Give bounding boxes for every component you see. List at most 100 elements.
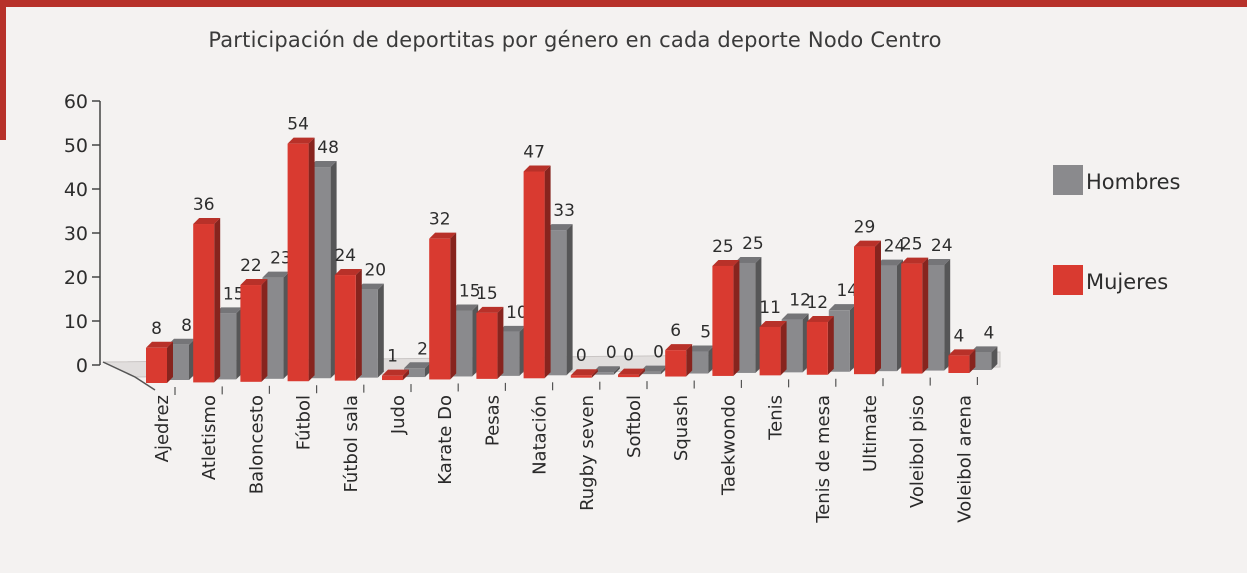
value-label-mujeres: 24 — [334, 246, 356, 266]
bar-mujeres — [948, 355, 970, 373]
bar-mujeres-top — [146, 341, 173, 348]
value-label-hombres: 33 — [553, 201, 575, 221]
value-label-mujeres: 1 — [387, 347, 398, 367]
bar-hombres-top — [876, 259, 903, 266]
bar-mujeres-top — [854, 240, 881, 247]
bar-mujeres — [146, 347, 167, 383]
bar-mujeres-side — [733, 259, 740, 376]
value-label-mujeres: 36 — [193, 195, 215, 215]
bar-mujeres — [429, 238, 451, 380]
category-label: Fútbol — [294, 395, 315, 450]
value-label-mujeres: 15 — [476, 284, 498, 304]
bar-mujeres — [806, 321, 828, 375]
bar-mujeres-top — [240, 279, 268, 286]
bar-hombres-top — [404, 362, 431, 369]
value-label-hombres: 0 — [606, 343, 617, 363]
bar-mujeres-top — [382, 369, 409, 376]
bar-hombres-top — [592, 366, 620, 373]
category-label: Ultimate — [860, 395, 881, 472]
bar-mujeres — [570, 375, 592, 378]
value-label-mujeres: 25 — [712, 237, 734, 257]
bar-mujeres — [193, 224, 215, 383]
bar-hombres-side — [566, 224, 573, 376]
bar-hombres-top — [734, 256, 762, 263]
bar-hombres — [309, 167, 331, 379]
bar-mujeres — [759, 326, 781, 376]
bar-hombres — [687, 351, 709, 374]
y-tick-label: 50 — [64, 135, 88, 157]
bar-mujeres-top — [806, 315, 834, 322]
bar-mujeres-side — [497, 306, 504, 379]
bar-hombres-top — [687, 345, 715, 352]
bar-mujeres-side — [167, 341, 173, 383]
bar-mujeres-side — [355, 269, 362, 381]
bar-hombres-side — [944, 258, 951, 371]
bar-hombres — [168, 344, 189, 380]
value-label-hombres: 4 — [983, 323, 994, 343]
category-label: Voleibol piso — [907, 395, 928, 508]
value-label-hombres: 23 — [270, 249, 292, 269]
bar-hombres — [215, 313, 237, 380]
value-label-mujeres: 0 — [576, 346, 587, 366]
value-label-hombres: 20 — [364, 261, 386, 281]
value-label-hombres: 8 — [181, 316, 192, 336]
bar-mujeres-side — [639, 368, 645, 378]
value-label-hombres: 48 — [317, 138, 339, 158]
bar-mujeres — [476, 312, 498, 379]
bar-mujeres — [901, 263, 923, 374]
bar-mujeres-side — [875, 240, 881, 375]
bar-hombres — [640, 371, 661, 375]
bar-hombres-top — [970, 346, 998, 353]
category-label: Baloncesto — [246, 395, 267, 494]
category-label: Pesas — [482, 395, 503, 446]
bar-hombres — [828, 310, 850, 372]
bar-mujeres-side — [969, 349, 976, 373]
floor-edge — [102, 361, 156, 391]
bar-hombres-top — [640, 365, 667, 372]
bar-hombres-side — [991, 346, 998, 370]
bar-mujeres-side — [403, 369, 409, 381]
bar-mujeres-top — [948, 349, 976, 356]
category-label: Squash — [671, 395, 692, 461]
chart-title: Participación de deportitas por género e… — [208, 28, 942, 52]
bar-hombres — [923, 264, 945, 371]
category-label: Tenis — [766, 395, 787, 441]
y-tick-label: 30 — [64, 223, 88, 245]
y-tick-label: 60 — [64, 91, 88, 113]
left-accent-bar — [0, 0, 6, 140]
bar-hombres — [734, 262, 756, 373]
bar-hombres-top — [923, 258, 951, 265]
category-label: Rugby seven — [577, 395, 598, 511]
category-label: Taekwondo — [718, 395, 739, 496]
bar-hombres — [262, 277, 284, 379]
value-label-hombres: 5 — [700, 323, 711, 343]
legend-label-hombres: Hombres — [1086, 170, 1180, 194]
value-label-mujeres: 54 — [287, 115, 309, 135]
value-label-mujeres: 0 — [623, 346, 634, 366]
category-label: Natación — [530, 395, 551, 475]
bar-hombres — [876, 265, 897, 372]
bar-mujeres — [665, 350, 687, 377]
category-label: Karate Do — [435, 395, 456, 485]
value-label-hombres: 2 — [417, 339, 428, 359]
value-label-hombres: 12 — [789, 291, 811, 311]
y-tick-label: 0 — [76, 355, 88, 377]
value-label-mujeres: 12 — [806, 293, 828, 313]
bar-hombres — [781, 319, 803, 373]
y-tick-label: 20 — [64, 267, 88, 289]
value-label-mujeres: 32 — [429, 210, 451, 230]
value-label-hombres: 24 — [931, 236, 953, 256]
legend-label-mujeres: Mujeres — [1086, 270, 1168, 294]
bar-mujeres-top — [523, 165, 551, 172]
bar-mujeres — [523, 171, 545, 379]
bar-mujeres-top — [287, 137, 315, 144]
category-label: Ajedrez — [152, 395, 173, 462]
bar-hombres-top — [262, 271, 290, 278]
category-label: Fútbol sala — [341, 395, 362, 492]
category-label: Atletismo — [199, 395, 220, 480]
value-label-mujeres: 25 — [901, 235, 923, 255]
value-label-mujeres: 29 — [854, 218, 876, 238]
bar-hombres-top — [356, 283, 384, 290]
bar-mujeres-side — [827, 315, 834, 375]
